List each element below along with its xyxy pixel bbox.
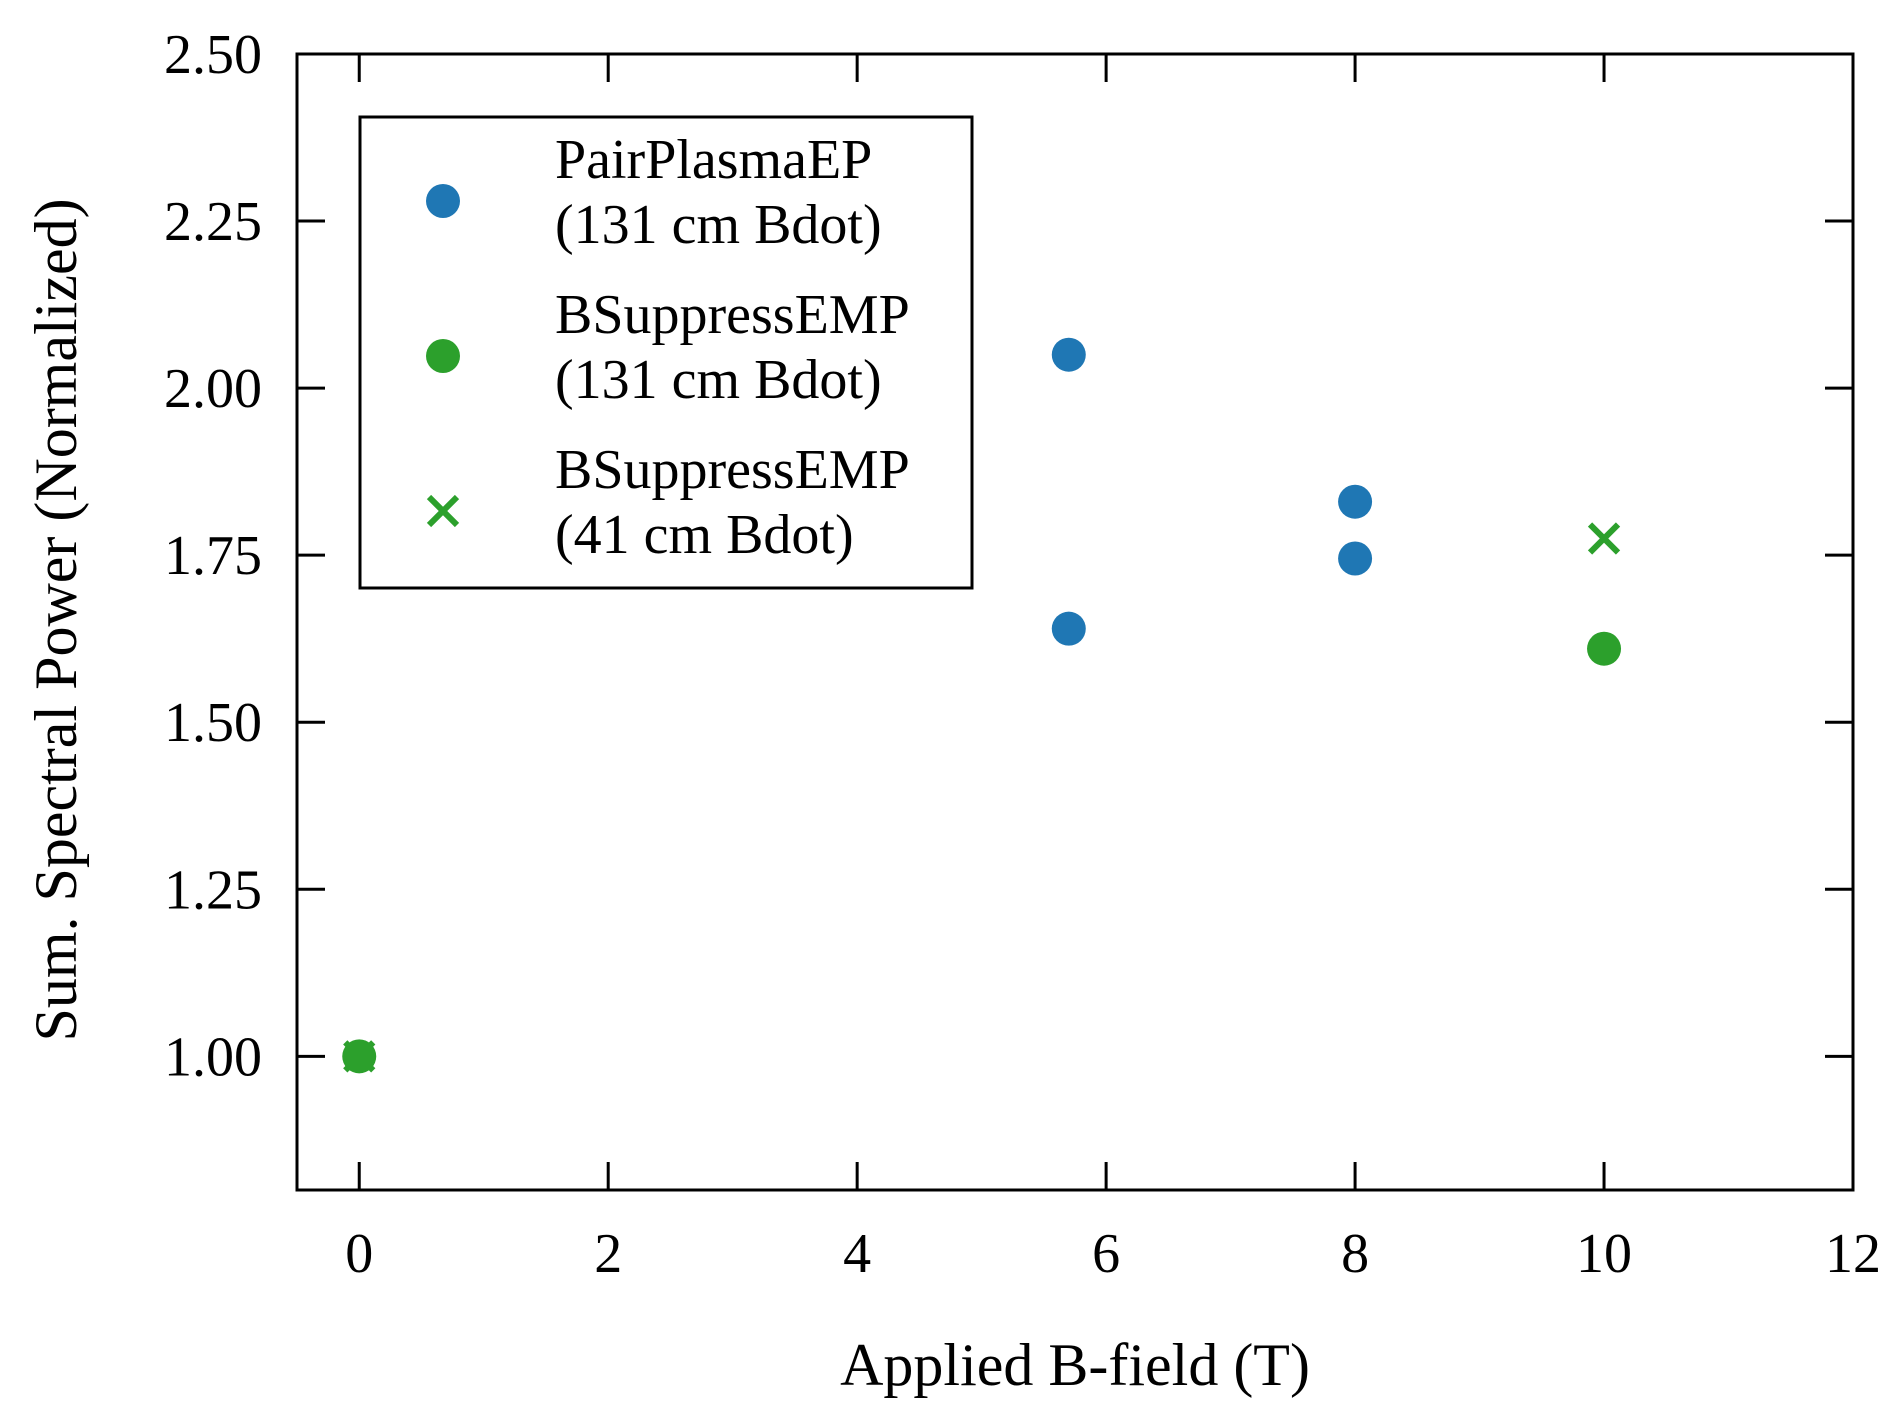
legend-label: (41 cm Bdot) bbox=[555, 504, 854, 566]
data-point bbox=[1051, 337, 1086, 372]
y-tick-label: 1.75 bbox=[164, 525, 262, 587]
tick-labels: 0 2 4 6 8 10 12 1.00 1.25 1.50 1.75 2.00 2.25 2.50 bbox=[164, 24, 1881, 1285]
legend-label: (131 cm Bdot) bbox=[555, 349, 882, 411]
data-point bbox=[1587, 522, 1621, 555]
legend-marker bbox=[426, 339, 460, 373]
data-point bbox=[1587, 631, 1622, 666]
data-points bbox=[342, 337, 1622, 1074]
y-tick-label: 2.25 bbox=[164, 191, 262, 253]
legend-label: PairPlasmaEP bbox=[555, 129, 872, 191]
plot-frame bbox=[295, 52, 1855, 1192]
legend-label: BSuppressEMP bbox=[555, 439, 910, 501]
legend-box bbox=[358, 115, 974, 590]
data-point bbox=[1338, 484, 1373, 519]
data-point bbox=[342, 1039, 377, 1074]
x-axis-label: Applied B-field (T) bbox=[840, 1332, 1310, 1398]
x-tick-label: 0 bbox=[345, 1223, 373, 1285]
legend-marker bbox=[426, 494, 460, 528]
data-point bbox=[1338, 541, 1373, 576]
x-tick-label: 4 bbox=[843, 1223, 871, 1285]
x-tick-label: 2 bbox=[594, 1223, 622, 1285]
legend-label: BSuppressEMP bbox=[555, 284, 910, 346]
x-tick-label: 8 bbox=[1341, 1223, 1369, 1285]
y-tick-label: 2.50 bbox=[164, 24, 262, 86]
y-axis-label: Sum. Spectral Power (Normalized) bbox=[23, 198, 89, 1041]
y-tick-label: 1.50 bbox=[164, 692, 262, 754]
legend-entry: BSuppressEMP(41 cm Bdot) bbox=[426, 439, 910, 566]
y-tick-label: 2.00 bbox=[164, 358, 262, 420]
x-tick-label: 12 bbox=[1825, 1223, 1881, 1285]
legend-label: (131 cm Bdot) bbox=[555, 194, 882, 256]
legend-marker bbox=[426, 184, 460, 218]
legend-entry: BSuppressEMP(131 cm Bdot) bbox=[426, 284, 910, 411]
x-tick-label: 10 bbox=[1576, 1223, 1632, 1285]
y-tick-label: 1.00 bbox=[164, 1026, 262, 1088]
x-tick-label: 6 bbox=[1092, 1223, 1120, 1285]
legend-entry: PairPlasmaEP(131 cm Bdot) bbox=[426, 129, 882, 256]
data-point bbox=[1051, 611, 1086, 646]
legend: PairPlasmaEP(131 cm Bdot)BSuppressEMP(13… bbox=[358, 115, 974, 590]
y-tick-label: 1.25 bbox=[164, 859, 262, 921]
